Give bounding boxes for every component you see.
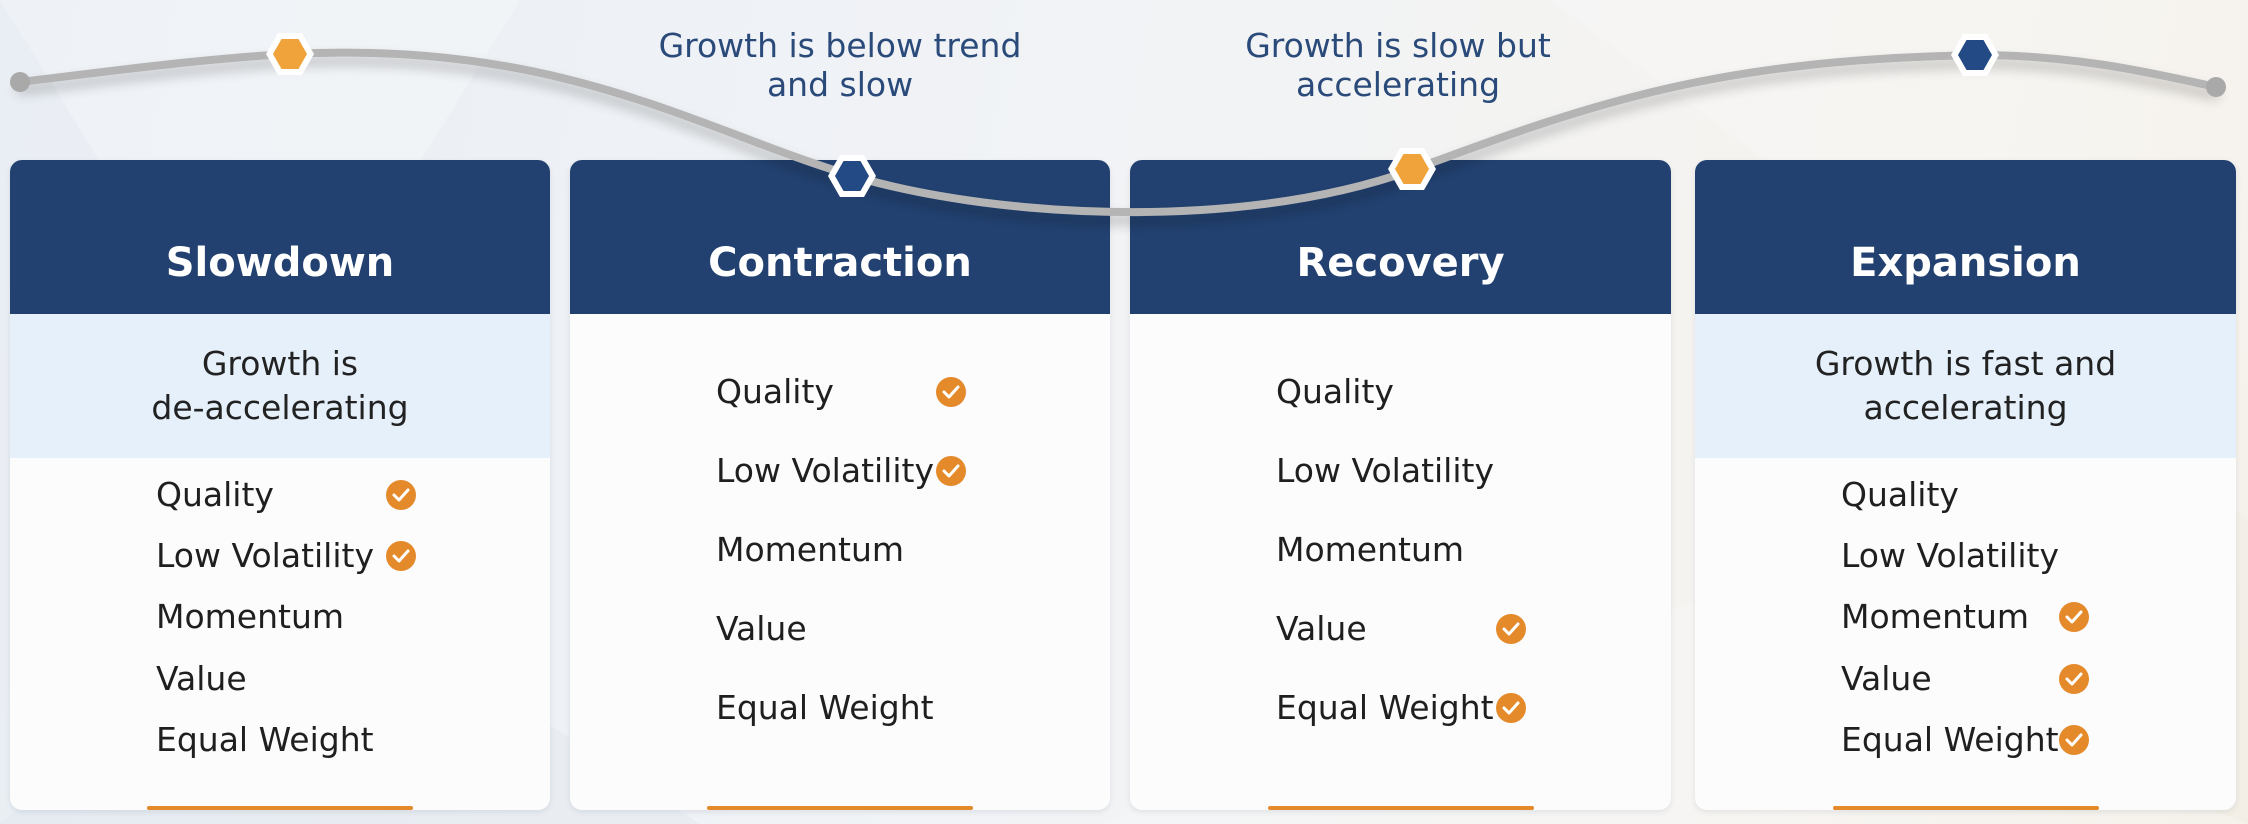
factor-item: Value [1276, 609, 1367, 648]
check-circle-icon [936, 456, 966, 486]
card-contraction: Contraction Quality Low Volatility Momen… [570, 160, 1110, 810]
card-description: Growth is de-accelerating [10, 314, 550, 458]
accent-bar [1832, 806, 2099, 810]
card-title: Slowdown [10, 160, 550, 314]
check-circle-icon [2059, 602, 2089, 632]
check-circle-icon [2059, 725, 2089, 755]
factor-item: Quality [1841, 475, 1959, 514]
caption-contraction: Growth is below trend and slow [658, 26, 1022, 104]
factor-item: Value [716, 609, 807, 648]
check-circle-icon [2059, 664, 2089, 694]
check-circle-icon [386, 480, 416, 510]
check-circle-icon [1496, 693, 1526, 723]
factor-item: Momentum [1276, 530, 1465, 569]
caption-recovery: Growth is slow but accelerating [1245, 26, 1551, 104]
factor-item: Momentum [716, 530, 905, 569]
factor-item: Momentum [1841, 597, 2030, 636]
card-slowdown: Slowdown Growth is de-accelerating Quali… [10, 160, 550, 810]
curve-start-dot [10, 72, 30, 92]
factor-item: Value [156, 659, 247, 698]
factor-item: Value [1841, 659, 1932, 698]
hexagon-icon [1388, 148, 1436, 190]
hexagon-icon [1951, 34, 1999, 76]
card-expansion: Expansion Growth is fast and acceleratin… [1695, 160, 2236, 810]
factor-item: Quality [716, 372, 834, 411]
accent-bar [147, 806, 413, 810]
accent-bar [707, 806, 973, 810]
factor-item: Low Volatility [1276, 451, 1494, 490]
check-circle-icon [1496, 614, 1526, 644]
card-description: Growth is fast and accelerating [1695, 314, 2236, 458]
check-circle-icon [386, 541, 416, 571]
factor-item: Quality [1276, 372, 1394, 411]
hexagon-icon [828, 155, 876, 197]
factor-item: Low Volatility [156, 536, 374, 575]
factor-item: Equal Weight [716, 688, 934, 727]
factor-item: Equal Weight [1276, 688, 1494, 727]
factor-item: Low Volatility [1841, 536, 2059, 575]
factor-item: Momentum [156, 597, 345, 636]
factor-item: Low Volatility [716, 451, 934, 490]
hexagon-icon [266, 33, 314, 75]
check-circle-icon [936, 377, 966, 407]
card-title: Expansion [1695, 160, 2236, 314]
curve-end-dot [2206, 77, 2226, 97]
accent-bar [1267, 806, 1534, 810]
card-recovery: Recovery Quality Low Volatility Momentum… [1130, 160, 1671, 810]
cycle-line [16, 48, 2220, 217]
factor-item: Equal Weight [156, 720, 374, 759]
factor-item: Quality [156, 475, 274, 514]
factor-item: Equal Weight [1841, 720, 2059, 759]
